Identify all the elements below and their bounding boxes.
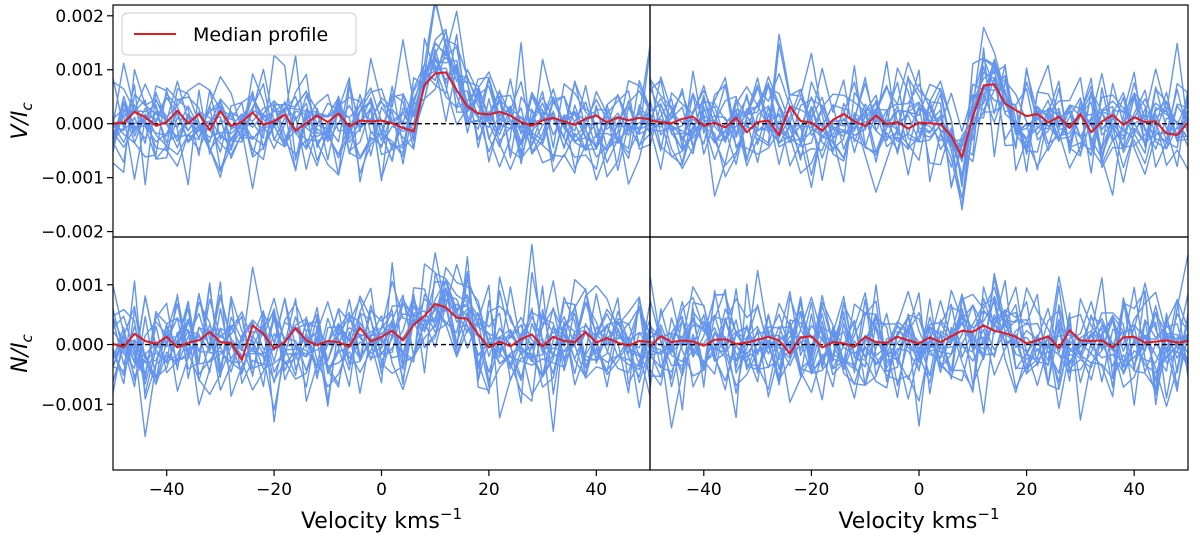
observation-line	[113, 37, 650, 186]
observation-line	[113, 255, 650, 407]
y-tick-label: 0.001	[55, 276, 104, 296]
x-tick-label: −20	[793, 480, 829, 500]
observation-line	[650, 62, 1188, 185]
x-tick-label: −20	[256, 480, 292, 500]
y-tick-label: −0.001	[41, 395, 104, 415]
x-tick-label: −40	[686, 480, 722, 500]
y-axis-title: V/Ic	[8, 102, 36, 140]
observation-line	[113, 252, 650, 391]
observation-line	[113, 49, 650, 174]
x-tick-label: 20	[1016, 480, 1038, 500]
observation-line	[113, 272, 650, 392]
observation-line	[650, 286, 1188, 400]
legend-box	[121, 12, 357, 56]
x-axis-title: Velocity kms−1	[838, 505, 999, 534]
observation-line	[650, 254, 1188, 393]
observation-line	[650, 289, 1188, 429]
frame-layer: −0.002 −0.001 0.000 0.001 0.002 V/Ic −0.001 0.0…	[8, 4, 1189, 534]
median-line	[650, 83, 1188, 159]
median-line	[650, 324, 1188, 355]
observation-line	[650, 282, 1188, 393]
y-tick-label: 0.000	[55, 336, 104, 356]
legend: Median profile	[121, 12, 357, 56]
panel-1-0	[113, 243, 650, 438]
observation-line	[113, 62, 650, 182]
x-tick-label: 0	[914, 480, 925, 500]
observation-line	[650, 287, 1188, 406]
observation-line	[113, 278, 650, 432]
panel-0-1	[650, 26, 1188, 211]
panel-0-0	[113, 5, 650, 190]
y-tick-label: 0.000	[55, 115, 104, 135]
observation-line	[113, 282, 650, 419]
x-axis-title: Velocity kms−1	[301, 505, 462, 534]
observation-line	[113, 57, 650, 178]
y-tick-label: −0.001	[41, 169, 104, 189]
x-tick-label: 0	[376, 480, 387, 500]
y-axis-title: N/Ic	[8, 333, 36, 372]
observation-line	[650, 289, 1188, 398]
y-tick-label: 0.002	[55, 7, 104, 27]
x-tick-label: 40	[1123, 480, 1145, 500]
median-line	[113, 302, 650, 362]
legend-median-label: Median profile	[193, 24, 328, 46]
x-tick-label: 20	[478, 480, 500, 500]
observation-line	[650, 59, 1188, 189]
observation-line	[650, 47, 1188, 193]
x-tick-label: −40	[149, 480, 185, 500]
observation-line	[650, 284, 1188, 391]
y-tick-label: −0.002	[41, 223, 104, 243]
y-tick-label: 0.001	[55, 61, 104, 81]
observation-line	[113, 279, 650, 391]
median-line	[113, 71, 650, 133]
observation-line	[113, 309, 650, 406]
x-tick-label: 40	[585, 480, 607, 500]
plot-layer	[113, 5, 1188, 438]
observation-line	[113, 5, 650, 173]
observation-line	[650, 269, 1188, 395]
panel-1-1	[650, 254, 1188, 429]
